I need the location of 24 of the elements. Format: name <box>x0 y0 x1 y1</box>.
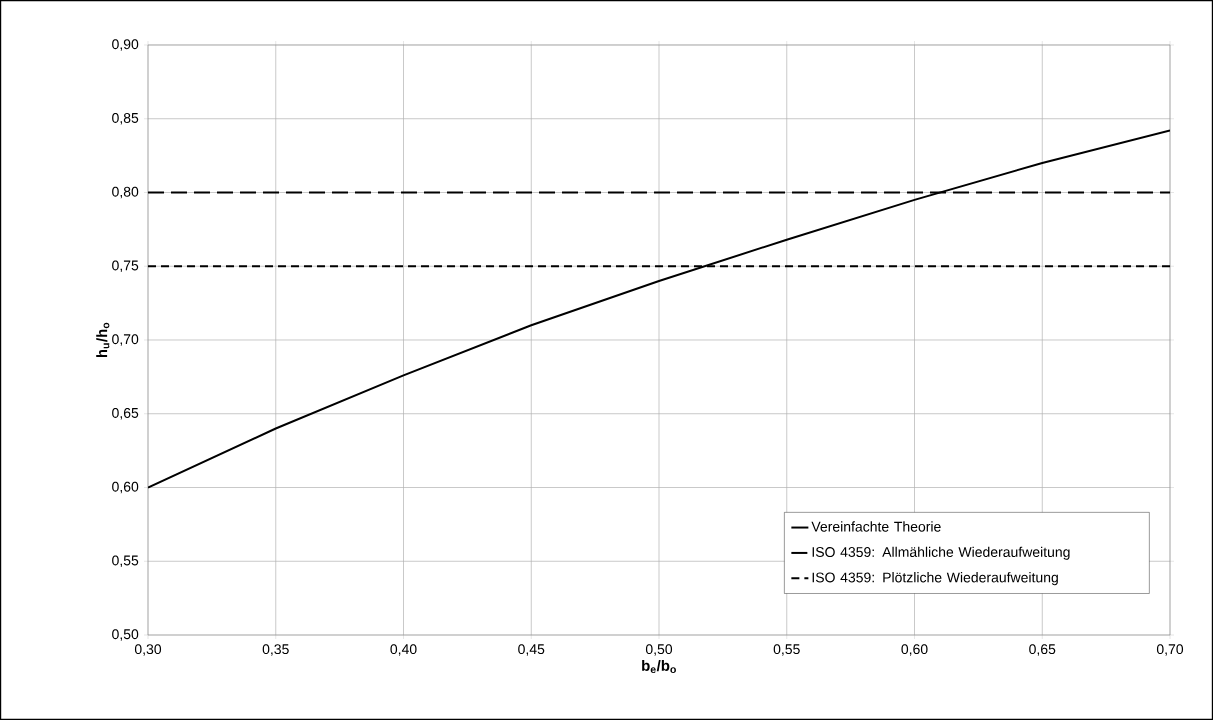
y-tick-label: 0,90 <box>112 39 139 51</box>
y-tick-label: 0,80 <box>112 186 139 199</box>
y-tick-label: 0,75 <box>112 260 139 273</box>
y-axis-title: h$_{u}$/h$_{o}$ <box>96 322 110 358</box>
x-tick-label: 0,35 <box>262 644 289 656</box>
x-tick-label: 0,45 <box>518 644 545 656</box>
y-tick-label: 0,85 <box>112 112 139 125</box>
x-tick-label: 0,60 <box>901 644 928 656</box>
x-tick-label: 0,30 <box>134 644 162 656</box>
x-tick-label: 0,40 <box>390 644 417 656</box>
legend-label: ISO 4359: Plötzliche Wiederaufweitung <box>812 572 1058 586</box>
y-tick-label: 0,55 <box>112 555 139 568</box>
x-tick-label: 0,55 <box>773 644 800 656</box>
y-tick-label: 0,70 <box>112 334 139 346</box>
y-tick-label: 0,50 <box>112 629 139 641</box>
x-tick-label: 0,50 <box>645 644 673 656</box>
y-tick-label: 0,65 <box>112 407 139 420</box>
y-tick-label: 0,60 <box>112 481 139 494</box>
legend-label: Vereinfachte Theorie <box>811 521 941 532</box>
legend-label: ISO 4359: Allmähliche Wiederaufweitung <box>812 546 1070 560</box>
x-tick-label: 0,65 <box>1029 644 1056 656</box>
line-series <box>148 129 1170 489</box>
x-tick-label: 0,70 <box>1156 644 1184 656</box>
x-axis-title: b$_{e}$/b$_{o}$ <box>642 659 676 674</box>
